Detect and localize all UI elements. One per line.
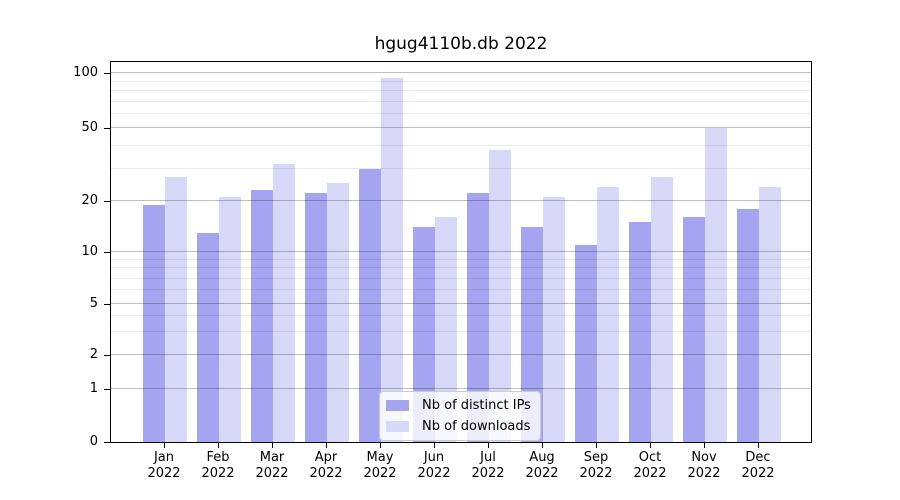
x-tick-may xyxy=(380,443,381,448)
bar-downloads-jun xyxy=(435,217,457,442)
bar-ips-feb xyxy=(197,232,219,442)
y-tick-10 xyxy=(104,251,110,253)
y-tick-100 xyxy=(104,73,110,75)
legend: Nb of distinct IPs Nb of downloads xyxy=(379,391,541,441)
x-tick-label-sep: Sep 2022 xyxy=(579,450,613,481)
bar-ips-mar xyxy=(251,189,273,442)
x-tick-oct xyxy=(650,443,651,448)
bar-ips-apr xyxy=(305,193,327,442)
y-tick-0 xyxy=(104,442,110,443)
bar-downloads-jan xyxy=(165,177,187,442)
x-tick-jun xyxy=(434,443,435,448)
bar-ips-jul xyxy=(467,193,489,442)
y-tick-label-100: 100 xyxy=(73,65,98,81)
y-tick-label-0: 0 xyxy=(89,434,98,449)
x-tick-sep xyxy=(596,443,597,448)
bar-downloads-mar xyxy=(273,163,295,442)
x-tick-label-dec: Dec 2022 xyxy=(741,450,775,481)
legend-item-downloads: Nb of downloads xyxy=(386,417,531,436)
x-tick-label-jun: Jun 2022 xyxy=(417,450,451,481)
plot-area xyxy=(110,61,812,443)
legend-swatch-downloads xyxy=(386,421,409,432)
y-tick-5 xyxy=(104,303,110,305)
bar-downloads-may xyxy=(381,77,403,442)
bar-downloads-aug xyxy=(543,197,565,442)
legend-label-distinct-ips: Nb of distinct IPs xyxy=(422,398,531,413)
legend-label-downloads: Nb of downloads xyxy=(422,419,531,434)
x-tick-mar xyxy=(272,443,273,448)
x-tick-label-apr: Apr 2022 xyxy=(309,450,343,481)
y-tick-50 xyxy=(104,128,110,130)
x-tick-jan xyxy=(164,443,165,448)
y-tick-label-1: 1 xyxy=(89,380,98,396)
gridline-minor-90 xyxy=(111,80,811,82)
bar-downloads-feb xyxy=(219,197,241,442)
bar-downloads-jul xyxy=(489,150,511,442)
x-tick-label-oct: Oct 2022 xyxy=(633,450,667,481)
x-tick-dec xyxy=(758,443,759,448)
y-tick-label-50: 50 xyxy=(81,120,98,136)
y-tick-label-20: 20 xyxy=(81,193,98,208)
x-tick-label-nov: Nov 2022 xyxy=(687,450,721,481)
x-tick-feb xyxy=(218,443,219,448)
gridline-minor-70 xyxy=(111,100,811,102)
x-tick-label-feb: Feb 2022 xyxy=(201,450,235,481)
bar-ips-nov xyxy=(683,217,705,442)
gridline-minor-60 xyxy=(111,112,811,114)
x-tick-apr xyxy=(326,443,327,448)
x-tick-label-aug: Aug 2022 xyxy=(525,450,559,481)
x-tick-jul xyxy=(488,443,489,448)
bar-ips-aug xyxy=(521,227,543,442)
bar-ips-jun xyxy=(413,227,435,442)
bar-ips-sep xyxy=(575,244,597,442)
bar-ips-oct xyxy=(629,222,651,442)
bar-downloads-sep xyxy=(597,186,619,442)
x-tick-label-jul: Jul 2022 xyxy=(471,450,505,481)
y-tick-20 xyxy=(104,201,110,202)
bar-downloads-oct xyxy=(651,177,673,442)
gridline-minor-80 xyxy=(111,90,811,92)
x-tick-label-may: May 2022 xyxy=(363,450,397,481)
legend-swatch-distinct-ips xyxy=(386,400,409,411)
y-tick-label-2: 2 xyxy=(89,347,98,363)
y-tick-1 xyxy=(104,388,110,390)
y-tick-label-10: 10 xyxy=(81,243,98,259)
y-tick-2 xyxy=(104,355,110,357)
x-tick-label-mar: Mar 2022 xyxy=(255,450,289,481)
bar-ips-may xyxy=(359,168,381,442)
gridline-major-100 xyxy=(111,72,811,74)
x-tick-aug xyxy=(542,443,543,448)
chart-title: hgug4110b.db 2022 xyxy=(374,34,548,54)
bar-downloads-apr xyxy=(327,183,349,442)
legend-item-distinct-ips: Nb of distinct IPs xyxy=(386,396,531,415)
y-tick-label-5: 5 xyxy=(89,295,98,311)
bar-downloads-dec xyxy=(759,186,781,442)
bar-ips-dec xyxy=(737,208,759,442)
bar-downloads-nov xyxy=(705,128,727,442)
x-tick-label-jan: Jan 2022 xyxy=(147,450,181,481)
x-tick-nov xyxy=(704,443,705,448)
bar-ips-jan xyxy=(143,204,165,442)
